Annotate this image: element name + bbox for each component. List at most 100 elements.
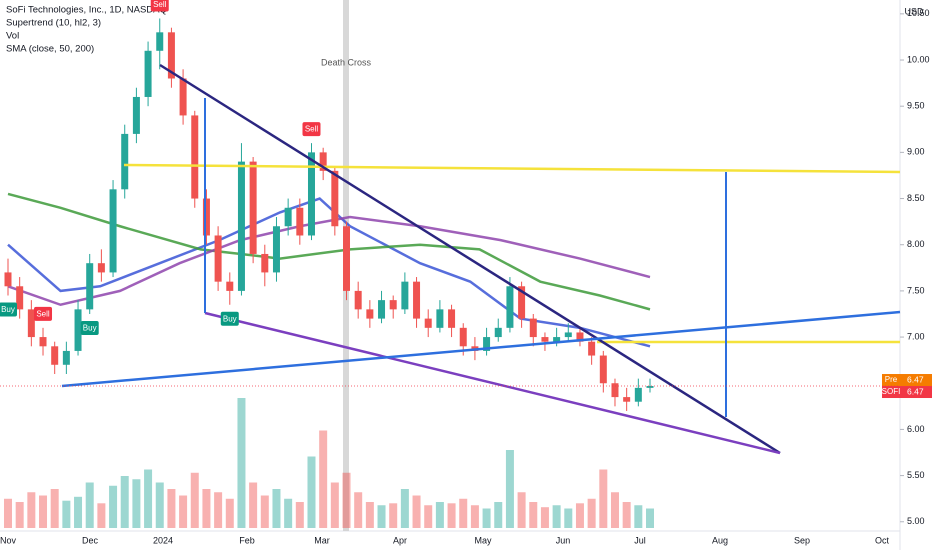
volume-bar bbox=[249, 482, 258, 528]
volume-bar bbox=[599, 469, 608, 528]
volume-bar bbox=[202, 489, 211, 528]
candle-body bbox=[4, 272, 12, 287]
volume-bar bbox=[214, 492, 223, 528]
currency: USD bbox=[904, 6, 924, 16]
y-tick-label: 10.50 bbox=[907, 8, 930, 18]
candle-body bbox=[506, 286, 514, 328]
price-tag-label: Pre bbox=[885, 375, 898, 384]
candle-body bbox=[413, 281, 421, 319]
candle-body bbox=[436, 309, 444, 328]
volume-bar bbox=[400, 489, 409, 528]
volume-bar bbox=[190, 472, 199, 528]
candle-body bbox=[599, 355, 607, 384]
y-tick-label: 9.50 bbox=[907, 101, 925, 111]
signal-badge bbox=[80, 320, 99, 335]
candle-body bbox=[74, 309, 82, 351]
x-tick-label: Nov bbox=[0, 535, 16, 545]
price-tag bbox=[882, 386, 900, 399]
candle-body bbox=[634, 387, 642, 402]
price-tag-label: SOFI bbox=[882, 387, 901, 396]
drawings bbox=[61, 63, 901, 455]
candle-body bbox=[611, 383, 619, 398]
volume-bar bbox=[120, 476, 129, 528]
y-tick-label: 6.00 bbox=[907, 424, 925, 434]
candle-body bbox=[191, 115, 199, 199]
candle-body bbox=[179, 78, 187, 116]
candle-body bbox=[156, 32, 164, 51]
signal-label: Buy bbox=[83, 324, 97, 333]
volume-bar bbox=[634, 505, 643, 528]
volume-bar bbox=[85, 482, 94, 528]
x-tick-label: May bbox=[474, 535, 492, 545]
signal-badge bbox=[34, 306, 53, 321]
signal-badge bbox=[220, 311, 239, 326]
x-tick-label: 2024 bbox=[153, 535, 173, 545]
candle-body bbox=[494, 327, 502, 338]
price-tag bbox=[900, 374, 932, 387]
volume-bar bbox=[494, 502, 503, 528]
volume-bar bbox=[610, 492, 619, 528]
y-tick-label: 7.50 bbox=[907, 285, 925, 295]
candle-body bbox=[366, 309, 374, 319]
x-tick-label: Feb bbox=[239, 535, 255, 545]
volume-bar bbox=[39, 495, 48, 528]
candle-body bbox=[109, 189, 117, 273]
candle-body bbox=[249, 161, 257, 254]
volume-bar bbox=[179, 495, 188, 528]
signal-label: Buy bbox=[223, 314, 237, 323]
candle-body bbox=[389, 300, 397, 310]
price-tag-value: 6.47 bbox=[907, 374, 924, 384]
candle-body bbox=[132, 96, 140, 134]
candle-body bbox=[576, 332, 584, 342]
candle-body bbox=[16, 286, 24, 310]
volume-bar bbox=[225, 498, 234, 528]
signal-label: Sell bbox=[305, 125, 319, 134]
candle-body bbox=[27, 309, 35, 338]
volume-bar bbox=[482, 508, 491, 528]
signal-label: Sell bbox=[36, 309, 50, 318]
y-tick-label: 10.00 bbox=[907, 54, 930, 64]
volume-bar bbox=[587, 498, 596, 528]
signal-badge bbox=[150, 0, 169, 12]
volume-bar bbox=[564, 508, 573, 528]
legend-title: SoFi Technologies, Inc., 1D, NASDAQ bbox=[6, 5, 167, 16]
candle-body bbox=[307, 152, 315, 236]
volume-bar bbox=[540, 507, 549, 528]
volume-bar bbox=[27, 492, 36, 528]
volume-bar bbox=[295, 502, 304, 528]
candle-body bbox=[261, 253, 269, 273]
volume-bar bbox=[470, 505, 479, 528]
volume-bar bbox=[354, 492, 363, 528]
volume-bar bbox=[342, 472, 351, 528]
candle-body bbox=[588, 341, 596, 356]
candle-body bbox=[319, 152, 327, 171]
x-tick-label: Dec bbox=[82, 535, 99, 545]
candle-body bbox=[646, 386, 654, 388]
annotation: Death Cross bbox=[321, 57, 372, 67]
volume-bar bbox=[552, 505, 561, 528]
volume-bar bbox=[424, 505, 433, 528]
x-tick-label: Oct bbox=[875, 535, 890, 545]
candle-body bbox=[237, 161, 245, 291]
volume-bar bbox=[272, 489, 281, 528]
legend-item: Vol bbox=[6, 31, 19, 42]
legend-item: SMA (close, 50, 200) bbox=[6, 44, 94, 55]
candle-body bbox=[86, 263, 94, 310]
y-tick-label: 5.50 bbox=[907, 470, 925, 480]
candle-body bbox=[378, 300, 386, 319]
candle-body bbox=[459, 327, 467, 347]
candle-body bbox=[424, 318, 432, 328]
candle-body bbox=[284, 207, 292, 227]
volume-bar bbox=[389, 503, 398, 528]
candle-body bbox=[331, 170, 339, 227]
volume-bar bbox=[144, 469, 153, 528]
volume-bar bbox=[459, 498, 468, 528]
volume-bar bbox=[15, 502, 24, 528]
legend-item: Supertrend (10, hl2, 3) bbox=[6, 18, 101, 29]
y-tick-label: 5.00 bbox=[907, 516, 925, 526]
volume-bar bbox=[529, 502, 538, 528]
volume-bar bbox=[260, 495, 269, 528]
candle-body bbox=[529, 318, 537, 338]
y-tick-label: 7.00 bbox=[907, 331, 925, 341]
